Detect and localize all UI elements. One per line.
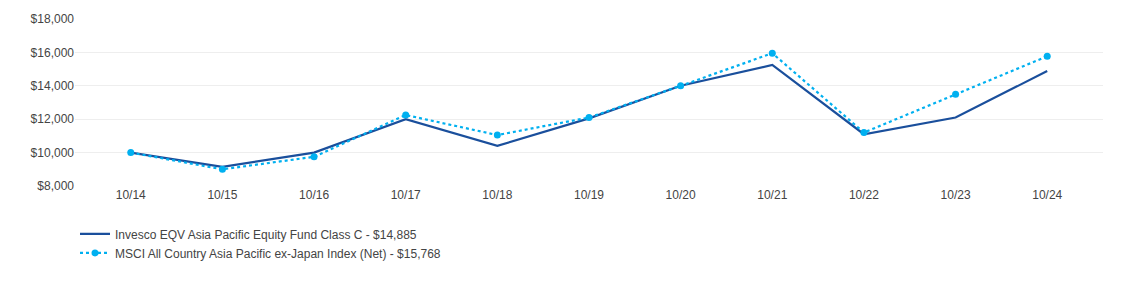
svg-text:10/19: 10/19 <box>574 188 604 202</box>
svg-text:10/21: 10/21 <box>757 188 787 202</box>
svg-text:10/15: 10/15 <box>207 188 237 202</box>
svg-text:$16,000: $16,000 <box>31 46 75 60</box>
svg-text:$8,000: $8,000 <box>37 179 74 193</box>
svg-text:Invesco EQV Asia Pacific Equit: Invesco EQV Asia Pacific Equity Fund Cla… <box>115 228 417 242</box>
svg-text:10/24: 10/24 <box>1032 188 1062 202</box>
svg-text:$12,000: $12,000 <box>31 112 75 126</box>
svg-text:10/16: 10/16 <box>299 188 329 202</box>
svg-text:10/23: 10/23 <box>941 188 971 202</box>
svg-text:10/18: 10/18 <box>482 188 512 202</box>
svg-text:MSCI All Country Asia Pacific: MSCI All Country Asia Pacific ex-Japan I… <box>115 247 441 261</box>
svg-text:$14,000: $14,000 <box>31 79 75 93</box>
svg-text:10/17: 10/17 <box>391 188 421 202</box>
svg-text:10/14: 10/14 <box>116 188 146 202</box>
svg-text:$10,000: $10,000 <box>31 146 75 160</box>
svg-text:$18,000: $18,000 <box>31 12 75 26</box>
svg-text:10/22: 10/22 <box>849 188 879 202</box>
svg-text:10/20: 10/20 <box>666 188 696 202</box>
